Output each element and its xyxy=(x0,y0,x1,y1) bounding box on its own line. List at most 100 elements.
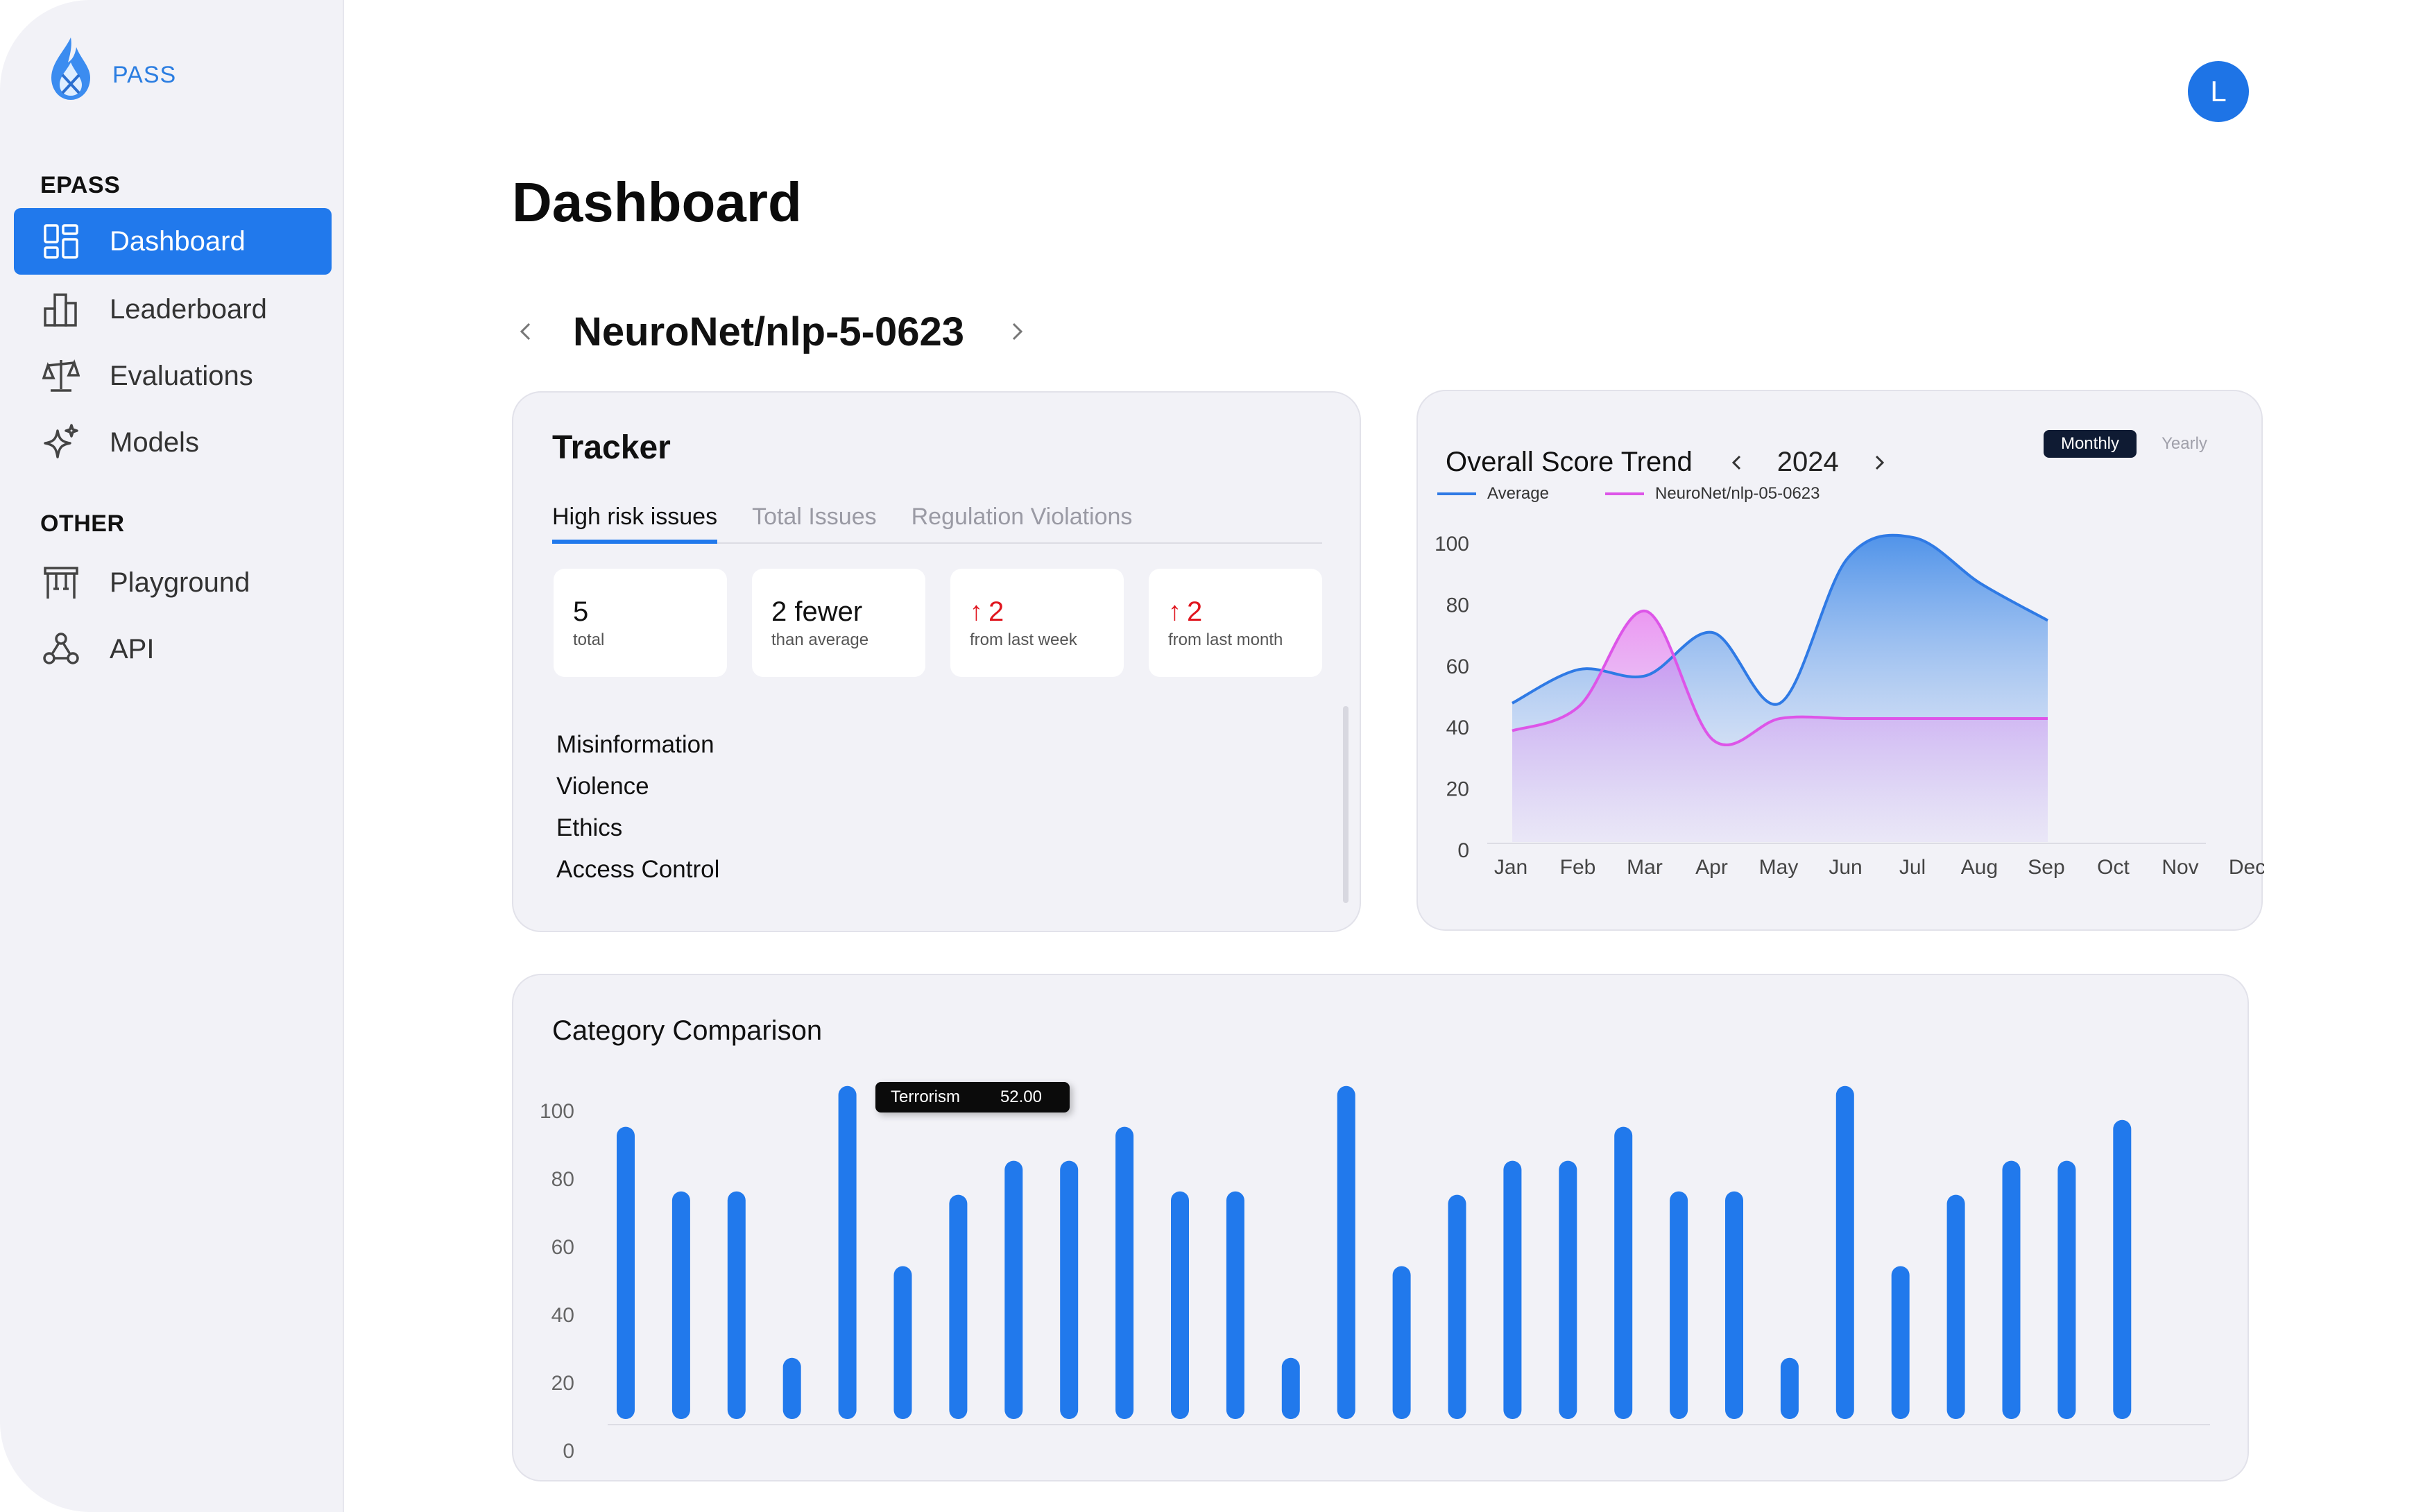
tab-regulation-violations[interactable]: Regulation Violations xyxy=(911,504,1133,530)
section-label-epass: EPASS xyxy=(40,172,121,198)
bar[interactable] xyxy=(1670,1191,1688,1419)
tab-total-issues[interactable]: Total Issues xyxy=(752,504,877,530)
tab-high-risk-issues[interactable]: High risk issues xyxy=(552,501,718,544)
tooltip-value: 52.00 xyxy=(1000,1088,1042,1106)
sidebar-item-dashboard[interactable]: Dashboard xyxy=(14,208,332,275)
category-bar-chart: 0 20 40 60 80 100 xyxy=(540,1085,2210,1463)
chevron-right-icon[interactable] xyxy=(1865,449,1893,476)
bar[interactable] xyxy=(1171,1191,1189,1419)
stat-card-last-week: ↑ 2 from last week xyxy=(950,569,1124,677)
tooltip-label: Terrorism xyxy=(891,1088,960,1106)
app-logo[interactable]: PASS xyxy=(44,35,176,104)
model-name: NeuroNet/nlp-5-0623 xyxy=(573,309,965,354)
bar[interactable] xyxy=(1448,1194,1466,1419)
bar[interactable] xyxy=(2057,1160,2076,1419)
bar[interactable] xyxy=(727,1191,746,1419)
sidebar-item-label: Models xyxy=(110,427,199,458)
sidebar-item-label: Evaluations xyxy=(110,360,253,391)
bar[interactable] xyxy=(1226,1191,1244,1419)
bar[interactable] xyxy=(2002,1160,2021,1419)
bar[interactable] xyxy=(1060,1160,1079,1419)
bar[interactable] xyxy=(1559,1160,1577,1419)
sparkle-icon xyxy=(42,423,80,462)
series-line-0[interactable] xyxy=(1512,533,2048,706)
chart-tooltip: Terrorism 52.00 xyxy=(875,1082,1070,1112)
page-title: Dashboard xyxy=(512,171,802,233)
list-item[interactable]: Violence xyxy=(556,773,649,800)
user-avatar[interactable]: L xyxy=(2188,61,2249,122)
bar[interactable] xyxy=(1004,1160,1023,1419)
tracker-title: Tracker xyxy=(552,429,671,466)
bar[interactable] xyxy=(1725,1191,1743,1419)
legend-item-average: Average xyxy=(1437,484,1549,504)
bar[interactable] xyxy=(1946,1194,1965,1419)
bar[interactable] xyxy=(1392,1266,1411,1420)
category-title: Category Comparison xyxy=(552,1015,823,1046)
sidebar: PASS EPASS Dashboard Leaderboard Evaluat… xyxy=(0,0,344,1512)
scrollbar[interactable] xyxy=(1343,706,1349,903)
y-tick-label: 0 xyxy=(1457,839,1469,862)
stat-label: total xyxy=(573,630,605,649)
chevron-left-icon[interactable] xyxy=(512,318,540,345)
series-area-1 xyxy=(1512,610,2048,842)
stat-value: 2 fewer xyxy=(771,596,863,627)
x-tick-label: Jan xyxy=(1494,856,1527,879)
yearly-toggle[interactable]: Yearly xyxy=(2162,434,2207,453)
chevron-left-icon[interactable] xyxy=(1723,449,1751,476)
list-item[interactable]: Misinformation xyxy=(556,731,714,758)
bar[interactable] xyxy=(1780,1357,1799,1419)
bar[interactable] xyxy=(1281,1357,1300,1419)
stat-value: 2 xyxy=(988,596,1004,627)
sidebar-item-label: API xyxy=(110,633,155,664)
arrow-up-icon: ↑ xyxy=(1168,597,1181,626)
x-tick-label: Aug xyxy=(1961,856,1998,879)
bar[interactable] xyxy=(893,1266,912,1420)
webhook-icon xyxy=(42,630,80,669)
list-item[interactable]: Ethics xyxy=(556,814,623,841)
x-tick-label: Apr xyxy=(1695,856,1728,879)
sidebar-item-evaluations[interactable]: Evaluations xyxy=(14,343,332,409)
bar[interactable] xyxy=(2113,1119,2132,1419)
bar[interactable] xyxy=(1835,1085,1854,1419)
sidebar-item-api[interactable]: API xyxy=(14,616,332,682)
legend-swatch xyxy=(1437,492,1476,495)
x-tick-label: Jul xyxy=(1899,856,1926,879)
bar[interactable] xyxy=(838,1085,857,1419)
legend-item-model: NeuroNet/nlp-05-0623 xyxy=(1605,484,1820,504)
stat-label: from last month xyxy=(1168,630,1283,649)
bar[interactable] xyxy=(1115,1126,1134,1419)
section-label-other: OTHER xyxy=(40,510,125,537)
sidebar-item-label: Leaderboard xyxy=(110,293,267,325)
sidebar-item-leaderboard[interactable]: Leaderboard xyxy=(14,276,332,343)
bar[interactable] xyxy=(1614,1126,1633,1419)
bar[interactable] xyxy=(671,1191,690,1419)
monthly-toggle[interactable]: Monthly xyxy=(2044,430,2137,458)
legend-label: NeuroNet/nlp-05-0623 xyxy=(1655,484,1820,503)
bar[interactable] xyxy=(949,1194,968,1419)
bar[interactable] xyxy=(1891,1266,1910,1420)
y-tick-label: 40 xyxy=(1446,716,1469,739)
stat-value: 5 xyxy=(573,596,589,627)
bar[interactable] xyxy=(782,1357,801,1419)
series-line-1[interactable] xyxy=(1512,610,2048,746)
tracker-tabs: High risk issues Total Issues Regulation… xyxy=(552,501,1322,544)
list-item[interactable]: Access Control xyxy=(556,856,720,883)
bar[interactable] xyxy=(617,1126,635,1419)
stat-value-row: ↑ 2 xyxy=(970,596,1124,628)
y-tick-label: 20 xyxy=(551,1372,574,1395)
bar[interactable] xyxy=(1337,1085,1355,1419)
y-tick-label: 40 xyxy=(551,1304,574,1327)
y-tick-label: 80 xyxy=(1446,594,1469,617)
sidebar-item-playground[interactable]: Playground xyxy=(14,549,332,616)
x-tick-label: Jun xyxy=(1829,856,1862,879)
chevron-right-icon[interactable] xyxy=(1003,318,1031,345)
x-tick-label: Oct xyxy=(2097,856,2130,879)
y-tick-label: 100 xyxy=(540,1100,574,1123)
stat-card-average: 2 fewer than average xyxy=(752,569,925,677)
sidebar-item-models[interactable]: Models xyxy=(14,409,332,476)
bar[interactable] xyxy=(1503,1160,1522,1419)
y-tick-label: 0 xyxy=(563,1440,574,1463)
x-tick-label: Nov xyxy=(2162,856,2198,879)
trend-title: Overall Score Trend xyxy=(1446,447,1693,477)
stat-card-last-month: ↑ 2 from last month xyxy=(1149,569,1322,677)
